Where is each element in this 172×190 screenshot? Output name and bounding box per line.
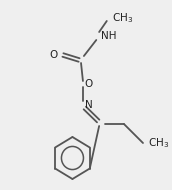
Text: O: O	[85, 79, 93, 89]
Text: NH: NH	[101, 31, 117, 41]
Text: N: N	[85, 100, 93, 110]
Text: CH$_3$: CH$_3$	[148, 136, 169, 150]
Text: CH$_3$: CH$_3$	[111, 11, 133, 25]
Text: O: O	[49, 50, 57, 60]
